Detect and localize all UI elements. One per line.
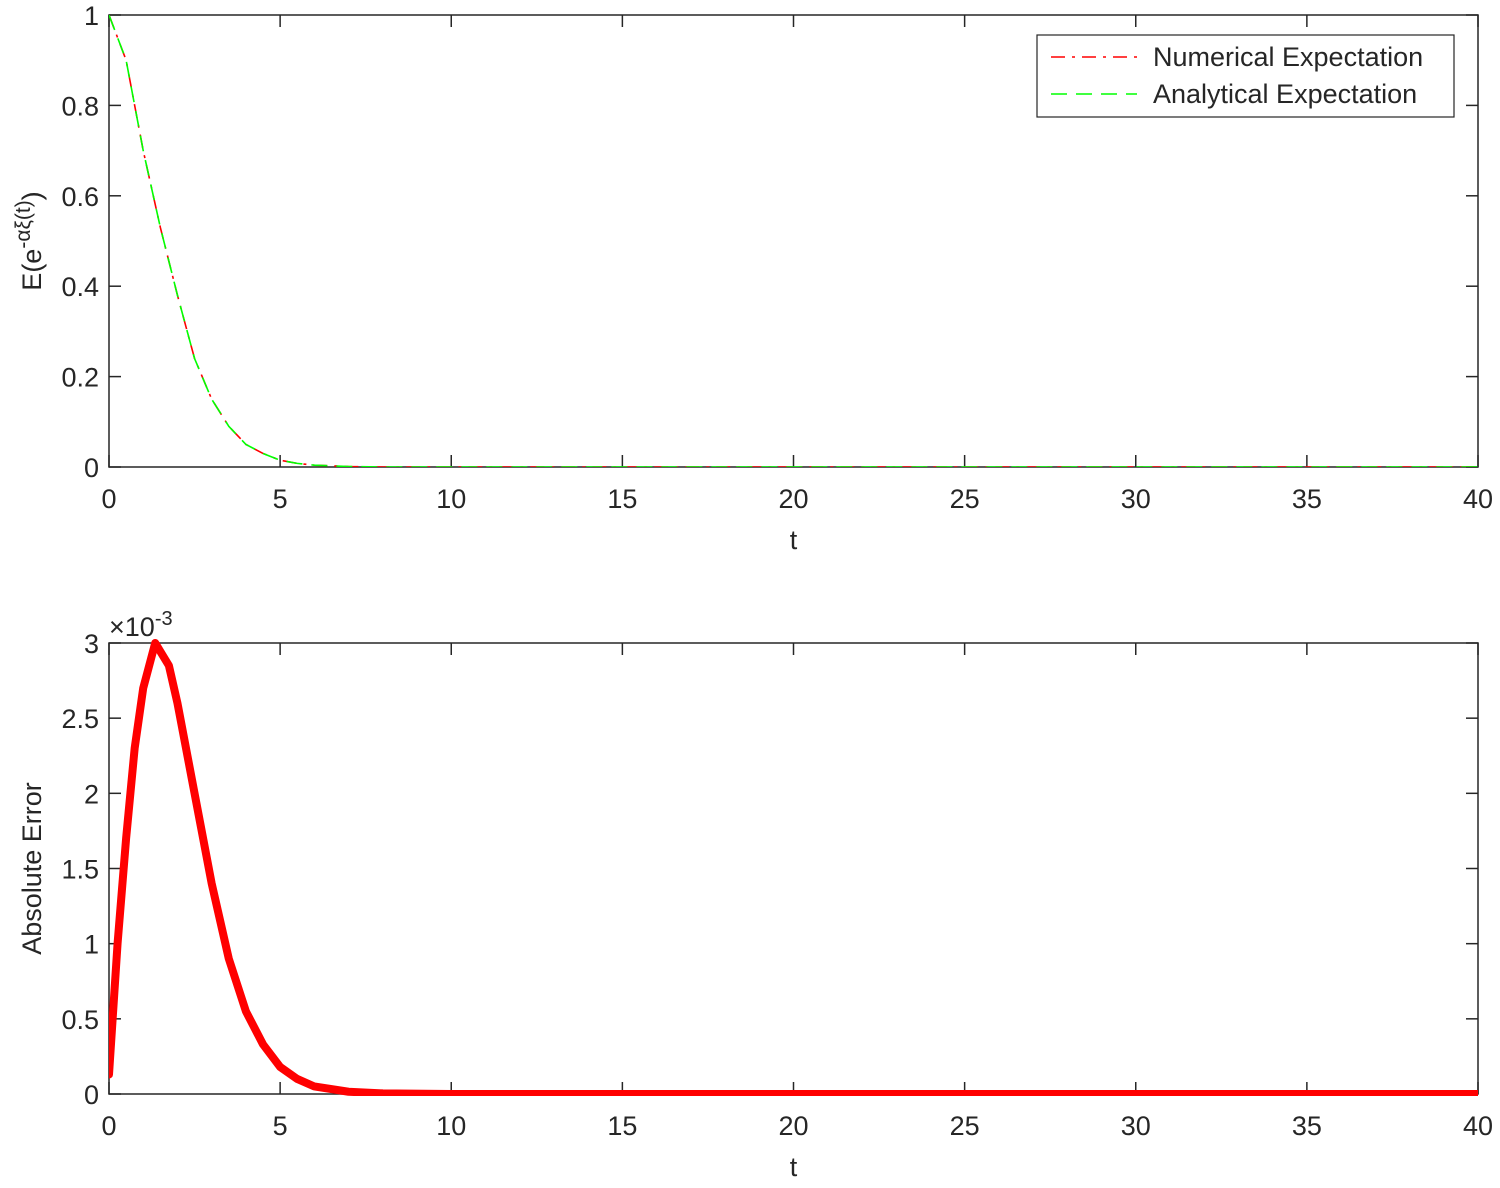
exponent-base: ×10 [109,612,155,642]
y-axis-label-part: -αξ(t) [12,200,35,248]
y-tick-label: 2.5 [61,704,99,734]
x-tick-label: 5 [273,1111,288,1141]
y-axis-label-part: Absolute Error [17,782,47,955]
x-tick-label: 10 [436,484,466,514]
data-line [109,639,1478,1096]
x-tick-label: 10 [436,1111,466,1141]
y-axis-exponent: ×10-3 [109,608,173,642]
y-axis-label-part: E(e [17,249,47,291]
y-axis-label-part: ) [17,191,47,200]
y-axis-label: E(e-αξ(t)) [12,191,48,290]
x-tick-label: 40 [1463,1111,1493,1141]
y-tick-label: 0.5 [61,1005,99,1035]
x-tick-label: 20 [778,484,808,514]
y-tick-label: 0 [84,453,99,483]
legend-label: Analytical Expectation [1153,79,1417,109]
x-tick-label: 15 [607,484,637,514]
x-tick-label: 30 [1121,1111,1151,1141]
x-tick-label: 25 [950,484,980,514]
x-tick-label: 20 [778,1111,808,1141]
y-tick-label: 0.6 [61,182,99,212]
y-tick-label: 0 [84,1080,99,1110]
x-tick-label: 35 [1292,1111,1322,1141]
y-tick-label: 3 [84,629,99,659]
y-tick-label: 0.8 [61,91,99,121]
legend-label: Numerical Expectation [1153,42,1423,72]
x-tick-label: 25 [950,1111,980,1141]
y-tick-label: 0.4 [61,272,99,302]
plot-frame [108,642,1479,1095]
x-tick-label: 5 [273,484,288,514]
y-tick-label: 0.2 [61,363,99,393]
y-tick-label: 2 [84,779,99,809]
x-tick-label: 30 [1121,484,1151,514]
x-tick-label: 35 [1292,484,1322,514]
x-axis-label: t [790,1152,798,1182]
y-tick-label: 1 [84,930,99,960]
y-axis-label: Absolute Error [17,782,47,955]
legend-box [1036,34,1455,118]
x-tick-label: 40 [1463,484,1493,514]
x-tick-label: 0 [101,484,116,514]
x-tick-label: 0 [101,1111,116,1141]
data-line [109,15,1478,467]
y-tick-label: 1 [84,1,99,31]
x-tick-label: 15 [607,1111,637,1141]
y-tick-label: 1.5 [61,855,99,885]
exponent-power: -3 [155,608,173,630]
x-axis-label: t [790,525,798,555]
